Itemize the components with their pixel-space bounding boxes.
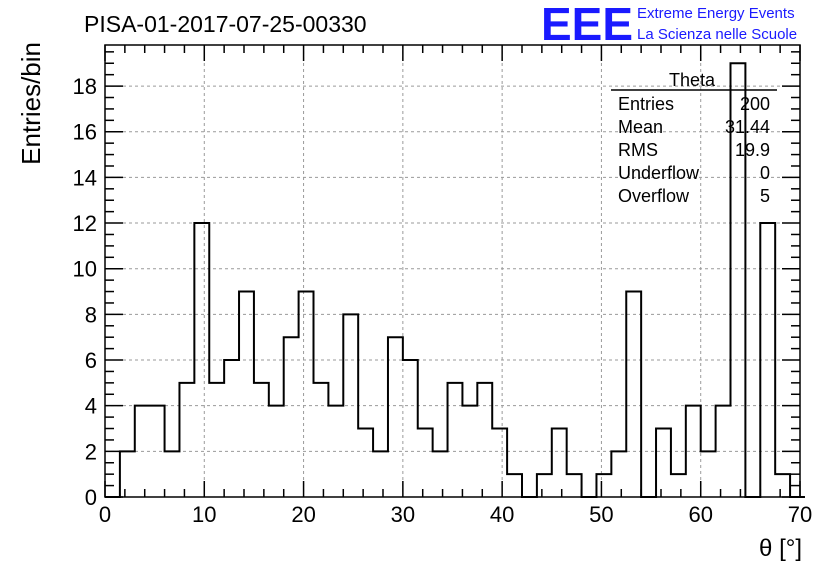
histogram-bin — [388, 337, 403, 497]
stats-row-value: 200 — [740, 94, 770, 114]
histogram-bin — [492, 429, 507, 497]
stats-row-value: 5 — [760, 186, 770, 206]
y-tick-label: 10 — [73, 257, 97, 282]
histogram-bin — [269, 406, 284, 497]
histogram-bin — [507, 474, 522, 497]
chart-title: PISA-01-2017-07-25-00330 — [84, 11, 367, 37]
stats-row-value: 19.9 — [735, 140, 770, 160]
x-tick-labels: 0 10 20 30 40 50 60 70 — [99, 502, 812, 527]
histogram-bin — [314, 383, 329, 497]
histogram-bin — [686, 406, 701, 497]
histogram-bin — [299, 292, 314, 497]
histogram-bin — [179, 383, 194, 497]
histogram-bin — [254, 383, 269, 497]
histogram-bin — [433, 451, 448, 497]
histogram-bin — [403, 360, 418, 497]
histogram-bin — [611, 451, 626, 497]
histogram-bin — [567, 474, 582, 497]
histogram-bin — [120, 451, 135, 497]
x-tick-label: 50 — [589, 502, 613, 527]
histogram-bin — [194, 223, 209, 497]
histogram-bin — [477, 383, 492, 497]
y-tick-label: 8 — [85, 302, 97, 327]
histogram-bin — [775, 474, 790, 497]
y-tick-label: 6 — [85, 348, 97, 373]
logo-line-1: Extreme Energy Events — [637, 5, 795, 22]
histogram-outline — [105, 62, 805, 498]
histogram-bin — [596, 474, 611, 497]
histogram-bin — [656, 429, 671, 497]
histogram-bin — [716, 406, 731, 497]
y-tick-label: 18 — [73, 74, 97, 99]
stats-box-rows: Entries 200 Mean 31.44 RMS 19.9 Underflow 0 Over… — [618, 94, 770, 206]
x-tick-label: 70 — [788, 502, 812, 527]
x-tick-label: 10 — [192, 502, 216, 527]
histogram-bin — [448, 383, 463, 497]
histogram-bin — [671, 474, 686, 497]
plot-frame — [104, 44, 801, 498]
histogram-bin — [239, 292, 254, 497]
histogram-bin — [224, 360, 239, 497]
x-tick-label: 60 — [688, 502, 712, 527]
x-tick-label: 30 — [391, 502, 415, 527]
x-tick-label: 40 — [490, 502, 514, 527]
stats-box: Theta Entries 200 Mean 31.44 RMS 19.9 Underflo… — [611, 70, 777, 206]
eee-logo: EEE Extreme Energy Events La Scienza nel… — [541, 0, 797, 50]
histogram-bin — [135, 406, 150, 497]
stats-box-title: Theta — [669, 70, 716, 90]
stats-row-label: RMS — [618, 140, 658, 160]
y-tick-label: 12 — [73, 211, 97, 236]
logo-line-2: La Scienza nelle Scuole — [637, 26, 797, 43]
stats-row-label: Mean — [618, 117, 663, 137]
histogram-bin — [626, 292, 641, 497]
histogram-bin — [760, 223, 775, 497]
grid-lines — [105, 45, 800, 497]
histogram-bin — [418, 429, 433, 497]
y-tick-labels: 0 2 4 6 8 10 12 14 16 18 — [73, 74, 97, 510]
histogram-bin — [209, 383, 224, 497]
y-tick-label: 2 — [85, 439, 97, 464]
histogram-bin — [462, 406, 477, 497]
histogram-bin — [537, 474, 552, 497]
stats-row-label: Overflow — [618, 186, 690, 206]
x-axis-label: θ [°] — [759, 535, 802, 562]
histogram-bin — [552, 429, 567, 497]
histogram-bin — [328, 406, 343, 497]
histogram-bin — [701, 451, 716, 497]
eee-logo-mark: EEE — [541, 0, 633, 50]
histogram-bin — [343, 314, 358, 497]
stats-row-label: Underflow — [618, 163, 700, 183]
y-tick-label: 16 — [73, 120, 97, 145]
histogram-bin — [150, 406, 165, 497]
histogram-bin — [373, 451, 388, 497]
axis-ticks — [104, 45, 801, 498]
y-axis-label: Entries/bin — [16, 42, 46, 165]
stats-row-value: 0 — [760, 163, 770, 183]
histogram-bin — [284, 337, 299, 497]
histogram-bars — [105, 62, 805, 498]
x-tick-label: 0 — [99, 502, 111, 527]
stats-row-value: 31.44 — [725, 117, 770, 137]
x-tick-label: 20 — [291, 502, 315, 527]
y-tick-label: 0 — [85, 485, 97, 510]
y-tick-label: 4 — [85, 394, 97, 419]
y-tick-label: 14 — [73, 165, 97, 190]
histogram-bin — [358, 429, 373, 497]
histogram-bin — [165, 451, 180, 497]
stats-row-label: Entries — [618, 94, 674, 114]
